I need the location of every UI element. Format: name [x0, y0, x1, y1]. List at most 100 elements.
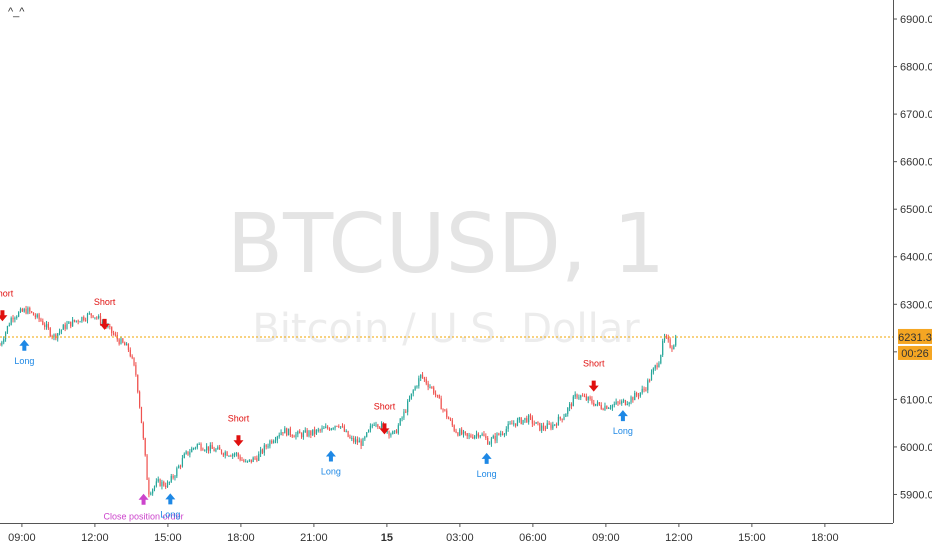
short-signal[interactable]: Short	[374, 401, 396, 435]
candle-body	[261, 449, 264, 453]
short-signal[interactable]: Short	[0, 288, 14, 322]
candle-body	[570, 403, 573, 407]
candle-body	[449, 419, 452, 421]
candle-body	[663, 336, 666, 341]
candle-body	[321, 428, 323, 431]
candle-body	[125, 343, 128, 346]
candle-body	[3, 339, 5, 343]
candle-body	[299, 431, 301, 434]
candle-body	[187, 451, 189, 455]
candle-body	[541, 425, 543, 431]
price-tick-label: 5900.0	[900, 489, 932, 501]
candle-body	[485, 436, 487, 439]
candle-body	[230, 455, 232, 457]
candle-body	[90, 313, 92, 316]
price-tick-label: 6700.0	[900, 109, 932, 121]
time-tick-label: 15	[381, 532, 393, 544]
long-signal[interactable]: Long	[477, 452, 497, 479]
price-tick-label: 6000.0	[900, 442, 932, 454]
candle-body	[529, 415, 532, 418]
candle-body	[390, 433, 392, 436]
candle-body	[8, 324, 10, 327]
candle-body	[509, 423, 511, 425]
candle-body	[219, 447, 221, 450]
candle-body	[6, 326, 9, 333]
candle-body	[192, 447, 195, 449]
long-signal[interactable]: Long	[613, 410, 633, 436]
candle-body	[360, 440, 362, 446]
candle-body	[23, 309, 25, 312]
candle-body	[598, 402, 600, 406]
candle-body	[194, 447, 197, 449]
candle-body	[256, 458, 258, 461]
candle-body	[544, 428, 546, 430]
candle-body	[412, 390, 414, 394]
candle-body	[18, 312, 20, 317]
long-signal[interactable]: Long	[321, 450, 341, 477]
short-signal[interactable]: Short	[228, 413, 250, 447]
long-signal[interactable]: Long	[160, 493, 180, 519]
candle-body	[354, 439, 357, 442]
candle-body	[165, 485, 167, 488]
candle-body	[209, 445, 211, 451]
candle-body	[636, 392, 638, 396]
arrow-up-icon	[165, 493, 176, 505]
candle-body	[269, 440, 271, 447]
candle-body	[185, 451, 187, 454]
signal-label: Long	[321, 467, 341, 477]
candle-body	[457, 432, 459, 436]
candle-body	[403, 411, 405, 418]
candle-body	[479, 435, 481, 437]
candle-body	[496, 433, 498, 441]
candle-body	[652, 368, 654, 373]
candle-body	[490, 438, 493, 444]
candle-body	[634, 392, 636, 401]
candle-body	[293, 436, 295, 438]
candle-body	[353, 437, 355, 442]
candle-body	[531, 417, 533, 424]
watermark: BTCUSD, 1 Bitcoin / U.S. Dollar	[227, 197, 665, 352]
candle-body	[300, 433, 303, 438]
candle-body	[466, 433, 468, 437]
candle-body	[637, 395, 640, 397]
candle-body	[217, 447, 219, 450]
candle-body	[297, 431, 299, 435]
candle-body	[386, 431, 388, 433]
candle-body	[407, 401, 409, 413]
candle-body	[40, 319, 42, 321]
candle-body	[550, 424, 552, 429]
last-price-tag	[898, 328, 932, 344]
candle-body	[204, 450, 206, 452]
candle-body	[615, 401, 617, 405]
candle-body	[282, 432, 284, 434]
price-axis-panel[interactable]	[893, 0, 932, 550]
candle-body	[483, 434, 485, 437]
close-signal[interactable]: Close position order	[104, 493, 184, 522]
candle-body	[44, 324, 46, 327]
candle-body	[341, 426, 344, 428]
candle-body	[101, 322, 103, 324]
candle-body	[611, 405, 614, 408]
candle-body	[157, 479, 159, 482]
candle-body	[444, 409, 446, 411]
candle-body	[418, 378, 420, 387]
candle-body	[0, 344, 1, 346]
candle-body	[559, 416, 561, 419]
candle-body	[94, 317, 96, 319]
short-signal[interactable]: Short	[583, 359, 605, 392]
candle-body	[135, 365, 137, 375]
candle-body	[86, 313, 89, 321]
candle-body	[120, 338, 122, 345]
candle-body	[621, 401, 623, 404]
candle-body	[358, 440, 360, 443]
candle-body	[129, 349, 131, 357]
candle-body	[241, 459, 243, 461]
time-tick-label: 18:00	[227, 532, 255, 544]
candle-body	[263, 445, 265, 453]
long-signal[interactable]: Long	[14, 339, 34, 366]
short-signal[interactable]: Short	[94, 297, 116, 330]
candle-body	[211, 445, 213, 449]
time-tick-label: 15:00	[738, 532, 766, 544]
candle-body	[133, 357, 135, 366]
